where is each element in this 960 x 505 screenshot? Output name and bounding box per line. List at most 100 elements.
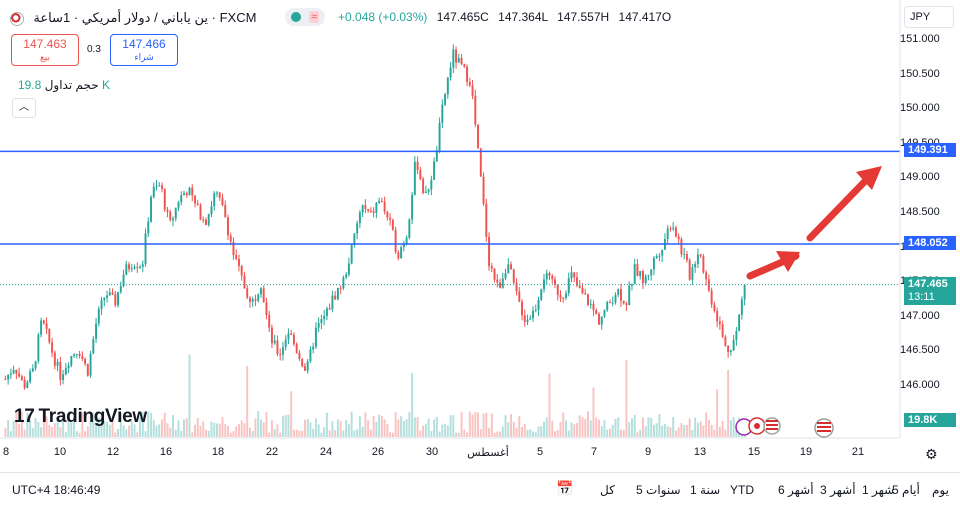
candle-body xyxy=(416,161,419,171)
time-label: 22 xyxy=(265,446,279,458)
candle-body xyxy=(611,302,614,304)
volume-bar xyxy=(705,412,708,437)
candle-body xyxy=(48,328,51,343)
range-button[interactable]: يوم xyxy=(932,483,949,497)
candle-body xyxy=(163,189,166,210)
volume-bar xyxy=(680,423,683,437)
candle-body xyxy=(40,320,43,335)
volume-bar xyxy=(430,431,433,437)
volume-bar xyxy=(251,430,254,437)
candle-body xyxy=(419,170,422,179)
candle-body xyxy=(9,373,12,375)
volume-tag[interactable]: 19.8K xyxy=(904,413,956,427)
candle-body xyxy=(281,347,284,355)
candle-body xyxy=(422,178,425,194)
range-button[interactable]: 5 أيام xyxy=(892,483,920,497)
candle-body xyxy=(438,123,441,151)
candle-body xyxy=(45,323,48,329)
candle-body xyxy=(53,352,56,366)
event-icons xyxy=(735,417,834,438)
candle-body xyxy=(556,284,559,296)
volume-bar xyxy=(548,373,551,437)
volume-bar xyxy=(710,424,713,437)
volume-bar xyxy=(545,417,548,437)
candle-body xyxy=(375,202,378,213)
volume-bar xyxy=(180,430,183,437)
candle-body xyxy=(534,309,537,311)
current-price-tag[interactable]: 147.465 13:11 xyxy=(904,276,956,305)
volume-bar xyxy=(595,417,598,437)
volume-bar xyxy=(663,423,666,437)
status-pill[interactable]: ≈ xyxy=(285,8,325,26)
range-button[interactable]: 1 سنة xyxy=(690,483,721,497)
trend-arrows xyxy=(746,166,882,280)
collapse-indicator-button[interactable]: ︿ xyxy=(12,98,36,118)
volume-bar xyxy=(559,422,562,437)
volume-bar xyxy=(699,421,702,437)
volume-bar xyxy=(694,417,697,437)
volume-bar xyxy=(529,429,532,437)
volume-bar xyxy=(614,418,617,437)
symbol-header[interactable]: ين ياباني / دولار أمريكي · 1ساعة · FXCM xyxy=(10,10,256,26)
horizontal-lines xyxy=(0,150,900,286)
hline-tag-upper[interactable]: 149.391 xyxy=(904,143,956,158)
volume-bar xyxy=(718,426,721,437)
date-range-icon[interactable]: 📅 xyxy=(556,480,574,496)
candle-body xyxy=(397,252,400,259)
volume-bar xyxy=(386,423,389,437)
volume-indicator[interactable]: حجم تداول 19.8 K xyxy=(12,78,110,92)
range-button[interactable]: 6 أشهر xyxy=(778,483,814,497)
candle-body xyxy=(543,279,545,290)
volume-bar xyxy=(422,425,425,437)
sell-button[interactable]: 147.463 بيع xyxy=(11,34,79,66)
volume-bar xyxy=(325,412,328,437)
volume-bar xyxy=(342,430,345,437)
volume-bar xyxy=(540,426,543,437)
hline-tag-lower[interactable]: 148.052 xyxy=(904,236,956,250)
volume-bar xyxy=(499,431,502,437)
volume-bar xyxy=(9,431,12,437)
range-button[interactable]: 1 شهر xyxy=(862,483,895,497)
tradingview-logo[interactable]: 17 TradingView xyxy=(14,406,147,428)
candle-body xyxy=(246,288,249,298)
volume-bar xyxy=(177,420,180,437)
buy-button[interactable]: 147.466 شراء xyxy=(110,34,178,66)
range-button[interactable]: كل xyxy=(600,483,615,497)
candle-body xyxy=(446,77,449,95)
volume-bar xyxy=(446,425,449,437)
volume-bar xyxy=(188,354,191,437)
volume-bar xyxy=(455,432,458,437)
settings-gear-icon[interactable]: ⚙ xyxy=(925,446,938,462)
range-button[interactable]: 3 أشهر xyxy=(820,483,856,497)
volume-bar xyxy=(633,414,636,437)
volume-bar xyxy=(413,417,416,437)
candle-body xyxy=(227,217,229,236)
countdown-value: 13:11 xyxy=(908,290,935,303)
candle-body xyxy=(207,214,210,225)
volume-bar xyxy=(707,419,710,437)
timezone-clock[interactable]: UTC+4 18:46:49 xyxy=(12,483,101,497)
volume-bar xyxy=(416,417,419,437)
volume-bar xyxy=(581,417,584,437)
volume-bar xyxy=(15,411,18,437)
arrow-2-shaft[interactable] xyxy=(806,170,876,242)
buy-label: شراء xyxy=(134,52,154,62)
candle-body xyxy=(345,274,348,278)
chart-canvas[interactable] xyxy=(0,0,960,472)
candle-body xyxy=(647,275,650,277)
volume-bar xyxy=(207,430,210,437)
range-button[interactable]: 5 سنوات xyxy=(636,483,681,497)
candle-body xyxy=(95,323,98,339)
candle-body xyxy=(15,369,18,374)
candle-body xyxy=(411,194,414,220)
volume-bar xyxy=(23,429,26,437)
volume-bar xyxy=(265,412,268,437)
volume-bar xyxy=(259,419,262,437)
volume-bar xyxy=(221,416,224,437)
candle-body xyxy=(62,374,65,380)
volume-bar xyxy=(309,422,312,437)
volume-bar xyxy=(276,424,279,437)
candle-body xyxy=(551,275,554,280)
range-button[interactable]: YTD xyxy=(730,483,754,497)
currency-button[interactable]: JPY xyxy=(904,6,954,28)
